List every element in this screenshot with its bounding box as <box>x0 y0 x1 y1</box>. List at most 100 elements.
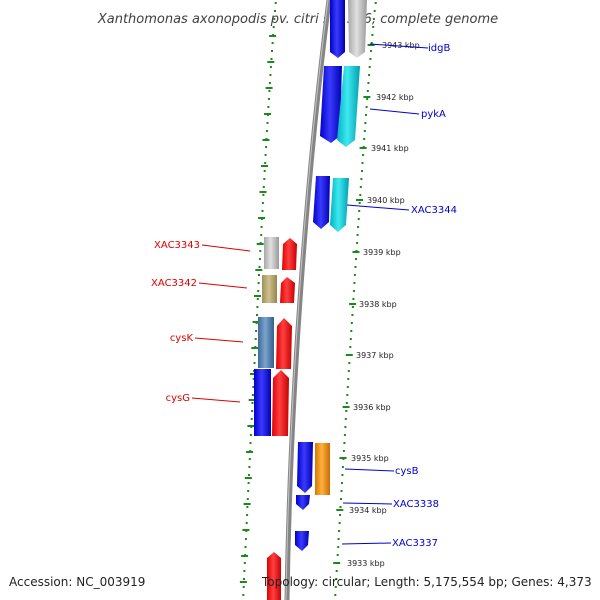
scale-dot-left <box>261 210 264 212</box>
scale-dot-right <box>363 130 366 132</box>
gene-label-xac3337[interactable]: XAC3337 <box>392 538 438 549</box>
scale-dot-right <box>340 490 343 492</box>
gene-arrow-cysk-red[interactable] <box>276 318 292 369</box>
scale-dot-left <box>256 314 258 316</box>
scale-dot-left <box>249 434 252 436</box>
scale-dot-left <box>263 178 266 180</box>
scale-dot-left <box>242 594 245 596</box>
scale-dot-right <box>338 530 341 532</box>
gene-arrow-idgb-grey[interactable] <box>348 0 367 58</box>
gene-arrow-xac3343-red[interactable] <box>282 238 297 270</box>
gene-label-xac3338[interactable]: XAC3338 <box>393 499 439 510</box>
scale-tick-left <box>254 295 261 297</box>
gene-label-pyka[interactable]: pykA <box>421 109 446 120</box>
gene-label-xac3342[interactable]: XAC3342 <box>151 278 197 289</box>
forward-gene-labels: idgB pykA XAC3344 cysB XAC3338 XAC3337 <box>341 43 457 549</box>
tick-label: 3938 kbp <box>359 300 397 309</box>
scale-tick-left <box>248 399 256 401</box>
gene-arrow-pyka-blue[interactable] <box>320 66 342 143</box>
scale-dot-right <box>349 346 352 348</box>
scale-dot-right <box>358 210 361 212</box>
scale-dot-left <box>248 474 250 476</box>
gene-label-cysg[interactable]: cysG <box>166 393 190 404</box>
leader-line <box>191 397 241 403</box>
scale-dot-right <box>354 266 357 268</box>
scale-dot-left <box>251 394 254 396</box>
scale-dot-left <box>258 274 260 276</box>
kbp-tick-labels: 3943 kbp 3942 kbp 3941 kbp 3940 kbp 3939… <box>347 41 420 568</box>
scale-dot-right <box>370 42 373 44</box>
gene-box-cysb-orange[interactable] <box>315 443 330 495</box>
scale-dot-left <box>252 386 255 388</box>
scale-dot-right <box>342 450 345 452</box>
scale-dot-right <box>372 18 375 20</box>
gene-label-cysb[interactable]: cysB <box>395 466 419 477</box>
scale-dot-right <box>367 82 370 84</box>
scale-dot-right <box>350 322 353 324</box>
gene-arrow-xac3344-cyan[interactable] <box>330 178 349 232</box>
gene-arrow-cysg-red[interactable] <box>272 370 289 436</box>
scale-dot-left <box>249 442 252 444</box>
scale-dot-right <box>334 586 337 588</box>
reverse-gene-labels: XAC3343 XAC3342 cysK cysG <box>151 240 251 404</box>
scale-dot-left <box>248 458 251 460</box>
scale-dot-left <box>246 514 249 516</box>
gene-label-idgb[interactable]: idgB <box>428 43 450 54</box>
scale-tick-left <box>262 139 270 141</box>
tick-label: 3935 kbp <box>351 454 389 463</box>
scale-dot-right <box>369 58 372 60</box>
scale-dot-left <box>262 186 265 188</box>
scale-dot-left <box>247 490 250 492</box>
scale-tick-right <box>342 406 350 408</box>
tick-label: 3937 kbp <box>356 351 394 360</box>
gene-box-cysg-blue[interactable] <box>254 369 271 436</box>
gene-label-xac3344[interactable]: XAC3344 <box>411 205 457 216</box>
gene-arrow-xac3338-blue[interactable] <box>296 495 310 510</box>
gene-arrow-partial-red[interactable] <box>267 552 281 600</box>
scale-dot-left <box>266 122 269 124</box>
gene-arrow-pyka-cyan[interactable] <box>337 66 360 147</box>
gene-arrow-idgb-blue[interactable] <box>330 0 345 58</box>
gene-arrow-cysb-blue[interactable] <box>297 442 313 493</box>
scale-tick-left <box>242 529 250 531</box>
scale-dot-right <box>349 338 352 340</box>
scale-dot-left <box>245 522 248 524</box>
gene-label-xac3343[interactable]: XAC3343 <box>154 240 200 251</box>
scale-dot-right <box>348 362 351 364</box>
gene-box-cysk-steel[interactable] <box>258 317 274 368</box>
scale-dot-left <box>243 578 245 580</box>
scale-dot-left <box>268 82 271 84</box>
scale-tick-left <box>265 87 273 89</box>
gene-box-xac3342-khaki[interactable] <box>262 275 277 303</box>
scale-tick-left <box>258 217 266 219</box>
accession-text: Accession: NC_003919 <box>9 575 145 589</box>
scale-dot-left <box>250 418 253 420</box>
scale-tick-right <box>345 354 353 356</box>
leader-line <box>341 542 392 545</box>
tick-label: 3943 kbp <box>382 41 420 50</box>
gene-arrow-xac3342-red[interactable] <box>280 277 295 303</box>
scale-dot-right <box>338 522 341 524</box>
gene-label-cysk[interactable]: cysK <box>170 333 194 344</box>
scale-dot-right <box>363 138 366 140</box>
leader-line <box>194 337 244 343</box>
reverse-strand-genes <box>254 237 297 600</box>
scale-dot-right <box>337 546 340 548</box>
scale-dot-left <box>243 570 246 572</box>
tick-label: 3941 kbp <box>371 144 409 153</box>
scale-dot-left <box>266 130 268 132</box>
scale-dotted-lines <box>239 2 377 596</box>
gene-arrow-xac3337-blue[interactable] <box>295 531 309 551</box>
gene-arrow-xac3344-blue[interactable] <box>313 176 330 229</box>
scale-tick-right <box>363 96 371 98</box>
scale-tick-right <box>333 562 341 564</box>
leader-line <box>342 502 393 505</box>
scale-dot-right <box>361 170 363 172</box>
scale-dot-right <box>350 330 353 332</box>
scale-dot-right <box>357 218 360 220</box>
leader-line <box>369 108 420 115</box>
scale-tick-left <box>239 581 247 583</box>
scale-dot-right <box>365 114 367 116</box>
scale-dot-left <box>254 338 257 340</box>
gene-box-xac3343-grey[interactable] <box>264 237 279 269</box>
